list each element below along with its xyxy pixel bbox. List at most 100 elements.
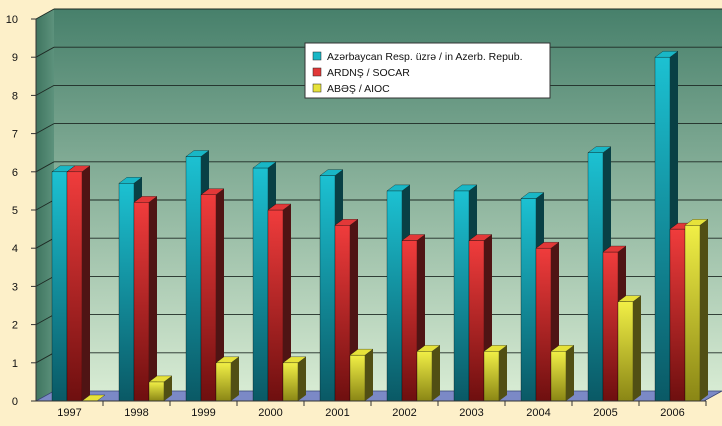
legend	[304, 42, 551, 99]
y-tick-label: 2	[12, 320, 18, 332]
bar-top	[267, 203, 292, 211]
bar-top	[587, 146, 612, 153]
x-tick-label: 1998	[124, 407, 148, 419]
bar-top	[684, 219, 709, 226]
gridline-side	[35, 314, 55, 325]
bar-top	[349, 349, 374, 356]
bar	[267, 203, 292, 402]
bar-side	[216, 188, 224, 401]
bar-front	[453, 190, 470, 402]
bar-front	[669, 228, 686, 402]
bar-top	[334, 219, 359, 226]
bar	[617, 295, 642, 402]
gridline-side	[35, 8, 55, 20]
bar-top	[401, 234, 426, 241]
gridline-side	[35, 237, 55, 249]
bar-front	[401, 240, 418, 402]
bar-top	[654, 51, 679, 58]
gridline-side	[35, 46, 55, 58]
bar-front	[617, 301, 634, 402]
bar-side	[499, 345, 507, 401]
bar-top	[535, 242, 560, 249]
bar-front	[334, 225, 351, 402]
bar-front	[684, 225, 701, 402]
bar-front	[535, 248, 552, 402]
bar-front	[550, 351, 567, 402]
bar	[684, 219, 709, 402]
bar-front	[483, 351, 500, 402]
y-tick-label: 7	[12, 129, 18, 141]
bar-front	[185, 156, 202, 402]
bar-front	[386, 190, 403, 402]
bar-top	[550, 345, 575, 352]
bar-side	[365, 349, 373, 401]
x-tick-label: 2006	[660, 407, 684, 419]
bar-side	[633, 295, 641, 401]
legend-swatch	[312, 67, 322, 77]
bar-side	[164, 375, 172, 401]
bar-side	[700, 219, 708, 401]
y-tick-label: 6	[12, 167, 18, 179]
bar-front	[200, 194, 217, 402]
x-tick-label: 2002	[392, 407, 416, 419]
y-tick-label: 0	[12, 396, 18, 408]
bar-front	[66, 171, 83, 402]
bar-side	[283, 204, 291, 401]
bar-front	[148, 381, 165, 402]
bar-front	[133, 202, 150, 402]
bar-top	[453, 184, 478, 192]
bar-top	[133, 196, 158, 203]
bar-front	[319, 175, 336, 402]
bar	[200, 188, 225, 402]
legend-label: ABƏŞ / AIOC	[327, 83, 390, 95]
bar-top	[66, 165, 91, 172]
x-tick-label: 2004	[526, 407, 550, 419]
bar	[282, 356, 307, 402]
bar-front	[349, 355, 366, 402]
bar	[483, 345, 508, 402]
bar	[550, 345, 575, 402]
y-tick-label: 8	[12, 90, 18, 102]
bar-top	[483, 345, 508, 352]
bar-top	[602, 245, 627, 253]
x-tick-label: 1999	[191, 407, 215, 419]
bar-front	[267, 209, 284, 402]
legend-label: ARDNŞ / SOCAR	[327, 67, 410, 79]
bar-front	[602, 251, 619, 402]
bar-top	[617, 295, 642, 302]
gridline-side	[35, 352, 55, 364]
bar	[215, 356, 240, 402]
bar-front	[118, 183, 135, 402]
bar-front	[587, 152, 604, 402]
bar-top	[319, 169, 344, 176]
bar	[349, 349, 374, 402]
bar-front	[468, 240, 485, 402]
bar-front	[51, 171, 68, 402]
bar-top	[185, 150, 210, 157]
gridline-side	[35, 85, 55, 96]
y-tick-label: 5	[12, 205, 18, 217]
bar-front	[252, 167, 269, 402]
bar-top	[386, 184, 411, 192]
bar	[416, 345, 441, 402]
bar-top	[416, 345, 441, 352]
bar-top	[200, 188, 225, 195]
bar-front	[215, 362, 232, 402]
gridline-side	[35, 161, 55, 173]
bar-front	[520, 198, 537, 402]
x-tick-label: 2003	[459, 407, 483, 419]
y-tick-label: 10	[6, 14, 18, 26]
bar-front	[282, 362, 299, 402]
bar-front	[416, 351, 433, 402]
bar-top	[520, 192, 545, 199]
bar	[148, 375, 173, 402]
legend-label: Azərbaycan Resp. üzrə / in Azerb. Repub.	[327, 51, 523, 63]
bar-top	[215, 356, 240, 363]
x-tick-label: 2000	[258, 407, 282, 419]
x-tick-label: 2005	[593, 407, 617, 419]
gridline-side	[35, 199, 55, 211]
y-tick-label: 3	[12, 281, 18, 293]
gridline-side	[35, 123, 55, 134]
